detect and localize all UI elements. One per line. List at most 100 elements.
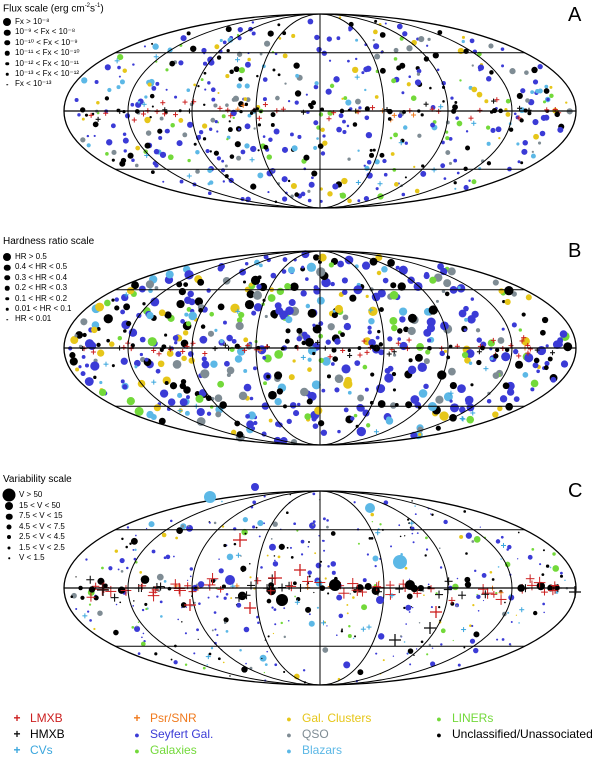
source-dot [407,648,414,654]
source-dot [159,389,169,398]
source-dot [354,635,357,638]
source-dot [182,330,189,336]
source-dot [398,307,408,316]
source-dot [295,73,300,78]
source-dot [454,101,458,104]
sky-map-panel [63,483,581,686]
source-dot [180,379,187,385]
source-dot [403,125,408,130]
source-dot [170,519,173,523]
source-dot [159,347,164,352]
source-dot [123,329,127,333]
source-dot [292,581,297,586]
source-dot [277,555,281,559]
source-dot [119,601,122,604]
source-dot [414,188,420,194]
source-dot [287,99,291,103]
xray-binary-marker [459,415,465,421]
source-dot [207,191,212,196]
source-dot [176,140,183,147]
xray-binary-marker [245,342,251,348]
source-dot [75,367,80,372]
source-dot [486,161,492,166]
source-dot [215,411,222,418]
legend-marker: ● [134,730,140,740]
source-dot [437,30,443,35]
source-dot [208,652,212,656]
source-dot [281,196,288,202]
source-dot [362,364,368,370]
source-dot [154,286,159,290]
source-dot [372,555,379,562]
source-dot [384,373,394,383]
source-dot [123,149,127,153]
xray-binary-marker [372,582,382,591]
xray-binary-marker [110,593,119,602]
source-dot [187,524,190,527]
xray-binary-marker [360,626,366,632]
source-dot [402,31,408,37]
source-dot [366,172,373,179]
source-dot [274,623,277,626]
source-dot [189,567,193,571]
source-dot [150,413,157,420]
source-dot [464,581,472,588]
source-dot [473,647,479,654]
source-dot [518,328,522,332]
source-dot [233,66,240,73]
xray-binary-marker [525,574,535,583]
source-dot [552,340,562,349]
source-dot [244,299,255,310]
source-dot [107,87,112,93]
source-dot [244,83,250,89]
source-dot [239,268,246,276]
xray-binary-marker [525,342,531,348]
xray-binary-marker [114,58,120,64]
source-dot [258,535,261,538]
source-dot [496,638,499,641]
source-dot [267,191,270,194]
source-dot [505,111,511,117]
xray-binary-marker [494,97,500,103]
source-dot [256,615,259,619]
source-dot [93,134,96,138]
source-dot [205,148,210,154]
source-dot [185,321,192,327]
source-dot [75,607,78,610]
source-dot [293,522,297,526]
xray-binary-marker [361,338,367,344]
source-dot [507,544,512,550]
source-dot [123,303,131,311]
source-dot [364,115,370,121]
source-dot [89,619,92,622]
source-dot [122,384,128,390]
source-dot [501,352,511,362]
legend-item-unclassified: ● Unclassified/Unassociated [432,727,592,741]
xray-binary-marker [347,353,353,359]
source-dot [266,650,269,653]
source-dot [509,68,516,75]
xray-binary-marker [242,591,251,600]
source-dot [429,276,437,284]
source-dot [274,302,282,310]
source-dot [190,45,197,52]
source-dot [321,277,331,288]
source-dot [438,605,441,609]
source-dot [357,149,360,152]
source-dot [509,385,514,390]
xray-binary-marker [160,100,166,106]
source-dot [317,143,324,150]
source-dot [213,521,217,525]
source-dot [490,127,496,133]
source-dot [311,176,314,180]
source-dot [274,663,278,667]
source-dot [95,302,105,312]
source-dot [312,524,315,526]
source-dot [313,591,315,594]
source-dot [404,141,408,145]
source-dot [328,262,335,268]
source-dot [504,601,506,604]
source-dot [157,360,165,368]
source-dot [381,266,388,273]
source-dot [199,335,208,344]
